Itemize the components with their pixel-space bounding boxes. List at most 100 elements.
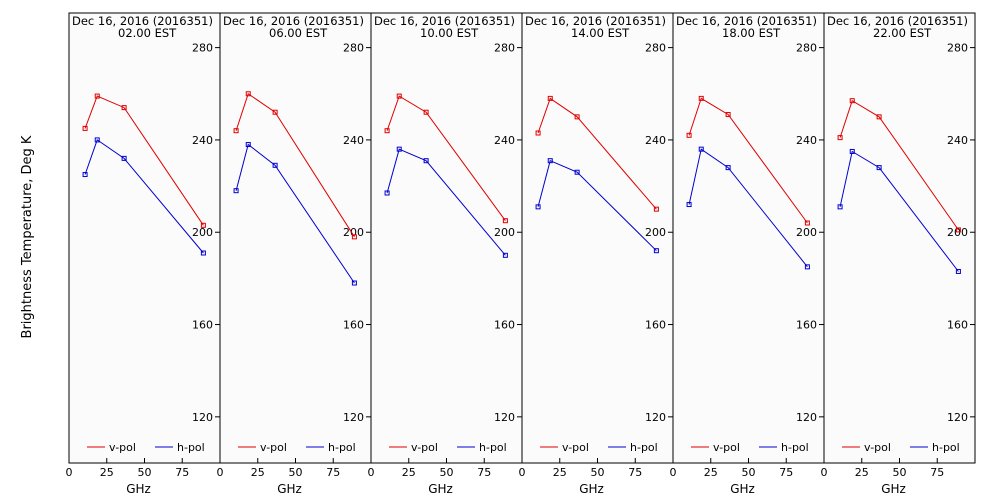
series-v-pol (535, 95, 659, 212)
x-tick-label: 75 (930, 466, 944, 479)
x-tick-label: 0 (66, 466, 73, 479)
data-point (94, 137, 100, 143)
x-tick-label: 75 (326, 466, 340, 479)
panel-subtitle: 14.00 EST (571, 26, 630, 40)
data-point (725, 165, 731, 171)
y-tick-label: 240 (796, 134, 817, 147)
data-point (502, 252, 508, 258)
chart-panel-6: Dec 16, 2016 (2016351)22.00 EST 120 160 200… (821, 12, 976, 496)
y-tick-label: 120 (192, 411, 213, 424)
series-h-pol (686, 146, 810, 270)
plot-frame (370, 12, 523, 464)
x-axis-label: GHz (428, 482, 453, 496)
series-v-pol (384, 93, 508, 224)
series-h-pol (233, 142, 357, 286)
y-tick-label: 200 (947, 226, 968, 239)
y-tick-label: 280 (796, 42, 817, 55)
series-line (839, 150, 959, 272)
y-tick-label: 160 (796, 319, 817, 332)
y-tick-label: 200 (494, 226, 515, 239)
data-point (121, 155, 127, 161)
data-point (272, 162, 278, 168)
x-axis-label: GHz (277, 482, 302, 496)
panel-title: Dec 16, 2016 (2016351) (676, 14, 817, 28)
data-point (837, 204, 843, 210)
x-axis-label: GHz (881, 482, 906, 496)
data-point (94, 93, 100, 99)
x-tick-label: 25 (251, 466, 265, 479)
data-point (574, 114, 580, 120)
series-line (386, 148, 506, 256)
chart-panel-1: Dec 16, 2016 (2016351)02.00 EST 120 160 200… (66, 12, 221, 496)
x-tick-label: 75 (628, 466, 642, 479)
panel-title: Dec 16, 2016 (2016351) (223, 14, 364, 28)
panel-title: Dec 16, 2016 (2016351) (525, 14, 666, 28)
chart-panel-5: Dec 16, 2016 (2016351)18.00 EST 120 160 200… (670, 12, 825, 496)
y-tick-label: 160 (645, 319, 666, 332)
series-v-pol (233, 91, 357, 240)
x-tick-label: 0 (821, 466, 828, 479)
y-tick-label: 120 (947, 411, 968, 424)
legend-label: v-pol (411, 441, 438, 454)
y-tick-label: 280 (645, 42, 666, 55)
data-point (804, 220, 810, 226)
panel-title: Dec 16, 2016 (2016351) (374, 14, 515, 28)
legend-label: v-pol (260, 441, 287, 454)
legend-label: h-pol (932, 441, 960, 454)
chart-panel-2: Dec 16, 2016 (2016351)06.00 EST 120 160 200… (217, 12, 372, 496)
data-point (384, 128, 390, 134)
series-v-pol (82, 93, 206, 228)
series-v-pol (686, 95, 810, 226)
series-line (839, 99, 959, 231)
y-tick-label: 240 (192, 134, 213, 147)
series-line (235, 93, 355, 238)
series-line (84, 139, 204, 254)
panel-title: Dec 16, 2016 (2016351) (72, 14, 213, 28)
y-tick-label: 280 (343, 42, 364, 55)
legend-label: h-pol (479, 441, 507, 454)
x-tick-label: 25 (402, 466, 416, 479)
x-tick-label: 75 (477, 466, 491, 479)
panel-subtitle: 22.00 EST (873, 26, 932, 40)
x-tick-label: 50 (289, 466, 303, 479)
x-tick-label: 50 (742, 466, 756, 479)
data-point (837, 135, 843, 141)
panel-subtitle: 18.00 EST (722, 26, 781, 40)
legend-label: v-pol (109, 441, 136, 454)
data-point (82, 172, 88, 178)
y-tick-label: 240 (343, 134, 364, 147)
data-point (804, 264, 810, 270)
data-point (233, 128, 239, 134)
data-point (686, 132, 692, 138)
x-tick-label: 50 (138, 466, 152, 479)
y-tick-label: 120 (494, 411, 515, 424)
x-tick-label: 50 (440, 466, 454, 479)
x-axis-label: GHz (579, 482, 604, 496)
y-tick-label: 280 (947, 42, 968, 55)
x-tick-label: 25 (100, 466, 114, 479)
series-line (386, 95, 506, 221)
data-point (384, 190, 390, 196)
y-tick-label: 120 (645, 411, 666, 424)
x-tick-label: 0 (670, 466, 677, 479)
data-point (849, 98, 855, 104)
plot-frame (219, 12, 372, 464)
x-tick-label: 25 (855, 466, 869, 479)
series-line (537, 97, 657, 210)
x-tick-label: 75 (175, 466, 189, 479)
plot-frame (672, 12, 825, 464)
data-point (535, 204, 541, 210)
x-tick-label: 25 (553, 466, 567, 479)
x-tick-label: 0 (217, 466, 224, 479)
x-tick-label: 25 (704, 466, 718, 479)
data-point (535, 130, 541, 136)
x-tick-label: 0 (519, 466, 526, 479)
data-point (351, 234, 357, 240)
data-point (849, 148, 855, 154)
data-point (574, 169, 580, 175)
data-point (698, 146, 704, 152)
x-tick-label: 0 (368, 466, 375, 479)
series-line (688, 97, 808, 224)
data-point (876, 165, 882, 171)
panel-subtitle: 06.00 EST (269, 26, 328, 40)
